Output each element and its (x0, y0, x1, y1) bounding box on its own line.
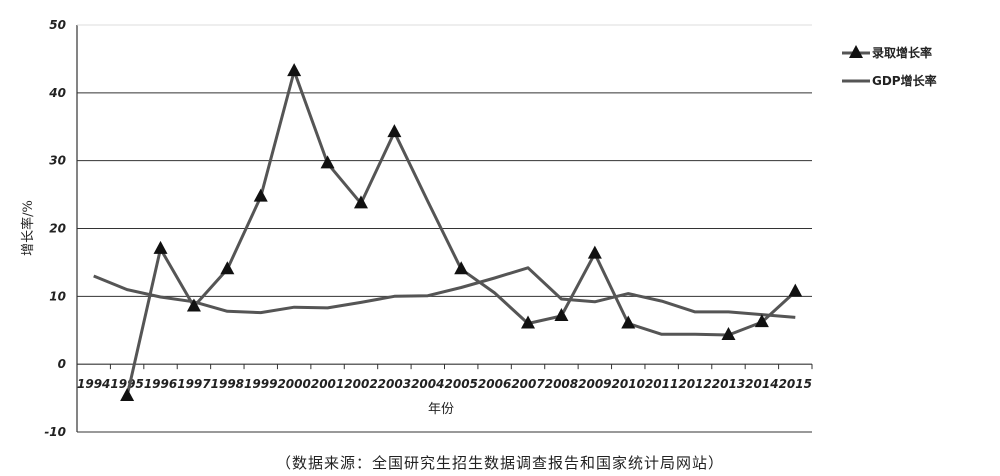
legend-label-gdp: GDP增长率 (872, 73, 937, 88)
data-marker-triangle (621, 315, 636, 329)
data-marker-triangle (220, 261, 235, 275)
x-tick-label: 1997 (177, 377, 211, 391)
y-tick-label: 30 (49, 154, 66, 168)
x-tick-label: 2003 (378, 377, 411, 391)
y-tick-label: -10 (44, 425, 66, 439)
data-marker-triangle (153, 240, 168, 254)
data-marker-triangle (587, 245, 602, 259)
x-tick-label: 2004 (411, 377, 444, 391)
x-tick-label: 2013 (712, 377, 745, 391)
x-tick-label: 2002 (344, 377, 377, 391)
data-marker-triangle (253, 188, 268, 202)
data-marker-triangle (287, 63, 302, 77)
x-tick-labels: 1994 1995 1996 1997 1998 1999 2000 2001 2002 2003… (77, 377, 812, 391)
data-marker-triangle (721, 326, 736, 340)
x-tick-label: 1998 (211, 377, 244, 391)
x-tick-label: 2006 (478, 377, 511, 391)
x-tick-label: 2010 (612, 377, 645, 391)
x-tick-label: 2005 (445, 377, 478, 391)
series-lines (93, 69, 797, 397)
x-tick-label: 2008 (545, 377, 578, 391)
legend-item-gdp: GDP增长率 (842, 73, 937, 88)
legend-triangle-marker (849, 45, 863, 58)
grid-lines (77, 24, 812, 297)
y-tick-label: 50 (49, 18, 66, 32)
legend-item-enrollment: 录取增长率 (842, 45, 932, 60)
x-tick-label: 2000 (277, 377, 310, 391)
legend-label-enrollment: 录取增长率 (872, 45, 932, 60)
x-tick-label: 1996 (144, 377, 177, 391)
x-tick-label: 1995 (110, 377, 143, 391)
y-tick-label: 40 (48, 86, 66, 100)
x-tick-label: 2015 (779, 377, 812, 391)
source-note: （数据来源：全国研究生招生数据调查报告和国家统计局网站） (275, 454, 724, 472)
series-line-0 (125, 69, 797, 397)
x-axis-title: 年份 (428, 402, 454, 417)
data-marker-triangle (387, 124, 402, 138)
data-marker-triangle (186, 298, 201, 312)
x-tick-label: 2014 (745, 377, 778, 391)
x-tick-label: 2001 (311, 377, 344, 391)
axes (76, 24, 813, 433)
x-tick-label: 2012 (678, 377, 711, 391)
series-line-1 (93, 266, 796, 319)
x-tick-label: 2011 (645, 377, 678, 391)
data-marker-triangle (120, 388, 135, 402)
x-tick-label: 1994 (77, 377, 110, 391)
data-marker-triangle (754, 314, 769, 328)
y-tick-label: 20 (49, 222, 66, 236)
data-marker-triangle (353, 195, 368, 209)
x-tick-label: 2009 (578, 377, 611, 391)
y-axis-title: 增长率/% (20, 200, 36, 256)
data-marker-triangle (788, 283, 803, 297)
data-marker-triangle (554, 308, 569, 322)
data-marker-triangle (521, 315, 536, 329)
y-tick-label: 0 (58, 357, 66, 371)
x-tick-label: 1999 (244, 377, 277, 391)
series-markers (120, 63, 803, 402)
data-marker-triangle (320, 155, 335, 169)
legend: 录取增长率 GDP增长率 (842, 45, 937, 88)
data-marker-triangle (454, 261, 469, 275)
y-tick-label: 10 (49, 289, 66, 303)
y-tick-labels: -10 0 10 20 30 40 50 (44, 18, 66, 439)
x-tick-label: 2007 (511, 377, 545, 391)
